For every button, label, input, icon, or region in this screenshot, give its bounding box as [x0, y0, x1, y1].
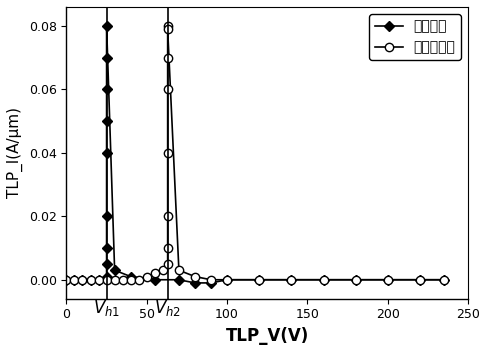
- 本发明结构: [165, 24, 170, 28]
- 本发明结构: [72, 278, 77, 282]
- 一般结构: [224, 278, 230, 282]
- 本发明结构: [165, 27, 170, 31]
- 本发明结构: [256, 278, 262, 282]
- 一般结构: [63, 278, 69, 282]
- 本发明结构: [128, 278, 133, 282]
- 一般结构: [104, 275, 110, 279]
- 一般结构: [104, 151, 110, 155]
- 一般结构: [192, 281, 198, 285]
- 本发明结构: [112, 278, 117, 282]
- 一般结构: [104, 214, 110, 218]
- 一般结构: [417, 278, 423, 282]
- 本发明结构: [120, 278, 126, 282]
- 本发明结构: [385, 278, 391, 282]
- Legend: 一般结构, 本发明结构: 一般结构, 本发明结构: [369, 14, 461, 60]
- 一般结构: [256, 278, 262, 282]
- Text: $V_{h1}$: $V_{h1}$: [93, 298, 120, 318]
- 本发明结构: [208, 278, 214, 282]
- 一般结构: [176, 278, 182, 282]
- 本发明结构: [160, 268, 166, 272]
- 一般结构: [104, 24, 110, 28]
- 一般结构: [385, 278, 391, 282]
- Y-axis label: TLP_I(A/μm): TLP_I(A/μm): [7, 107, 23, 199]
- 本发明结构: [192, 275, 198, 279]
- 本发明结构: [63, 278, 69, 282]
- 一般结构: [441, 278, 447, 282]
- 一般结构: [128, 275, 133, 279]
- Line: 一般结构: 一般结构: [63, 23, 448, 287]
- 本发明结构: [79, 278, 85, 282]
- 一般结构: [112, 268, 117, 272]
- 一般结构: [79, 278, 85, 282]
- 本发明结构: [152, 271, 158, 276]
- X-axis label: TLP_V(V): TLP_V(V): [225, 327, 309, 345]
- Line: 本发明结构: 本发明结构: [62, 22, 448, 284]
- 一般结构: [208, 281, 214, 285]
- 本发明结构: [320, 278, 326, 282]
- 本发明结构: [88, 278, 94, 282]
- Text: $V_{h2}$: $V_{h2}$: [154, 298, 181, 318]
- 一般结构: [104, 56, 110, 60]
- 一般结构: [72, 278, 77, 282]
- 一般结构: [104, 119, 110, 123]
- 一般结构: [353, 278, 358, 282]
- 本发明结构: [288, 278, 294, 282]
- 本发明结构: [176, 268, 182, 272]
- 本发明结构: [224, 278, 230, 282]
- 本发明结构: [441, 278, 447, 282]
- 一般结构: [104, 87, 110, 92]
- 本发明结构: [95, 278, 101, 282]
- 一般结构: [288, 278, 294, 282]
- 本发明结构: [144, 275, 150, 279]
- 一般结构: [104, 262, 110, 266]
- 本发明结构: [165, 56, 170, 60]
- 本发明结构: [165, 87, 170, 92]
- 一般结构: [104, 246, 110, 250]
- 本发明结构: [104, 278, 110, 282]
- 一般结构: [88, 278, 94, 282]
- 本发明结构: [417, 278, 423, 282]
- 一般结构: [152, 278, 158, 282]
- 本发明结构: [165, 214, 170, 218]
- 本发明结构: [165, 246, 170, 250]
- 本发明结构: [165, 262, 170, 266]
- 本发明结构: [165, 151, 170, 155]
- 本发明结构: [136, 278, 142, 282]
- 本发明结构: [353, 278, 358, 282]
- 一般结构: [320, 278, 326, 282]
- 一般结构: [95, 278, 101, 282]
